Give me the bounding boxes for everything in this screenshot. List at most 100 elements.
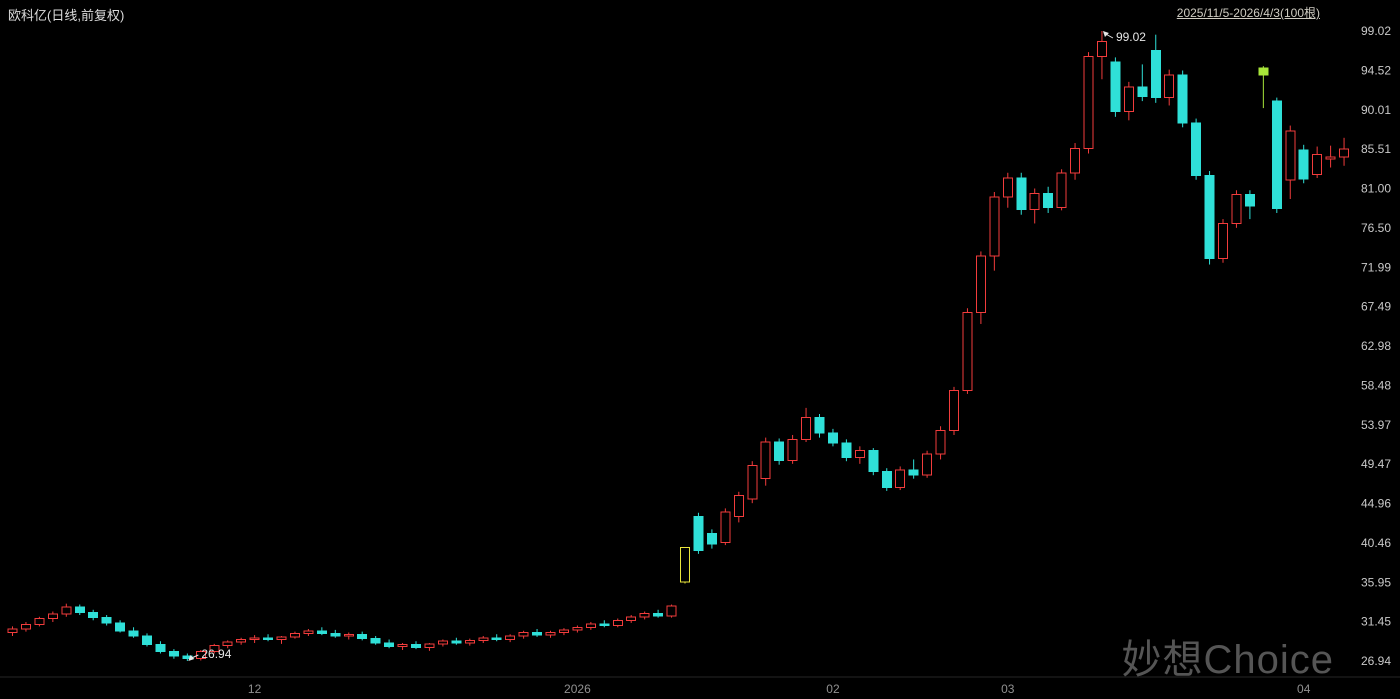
- candle[interactable]: [88, 609, 99, 621]
- candle[interactable]: [572, 625, 583, 633]
- candle[interactable]: [760, 437, 771, 486]
- candle[interactable]: [1016, 172, 1027, 215]
- candle[interactable]: [7, 626, 18, 637]
- candle[interactable]: [195, 649, 206, 661]
- candle[interactable]: [814, 413, 825, 438]
- candle[interactable]: [935, 426, 946, 460]
- candle[interactable]: [1043, 186, 1054, 213]
- candle[interactable]: [34, 616, 45, 627]
- candle[interactable]: [989, 191, 1000, 271]
- candle[interactable]: [895, 466, 906, 491]
- candle[interactable]: [263, 634, 274, 642]
- candle[interactable]: [115, 620, 126, 633]
- candle[interactable]: [1096, 31, 1107, 80]
- candle[interactable]: [693, 512, 704, 554]
- candle[interactable]: [639, 611, 650, 620]
- candle[interactable]: [558, 628, 569, 636]
- candle[interactable]: [464, 638, 475, 646]
- candle[interactable]: [505, 634, 516, 643]
- candle[interactable]: [854, 446, 865, 464]
- candle[interactable]: [545, 630, 556, 638]
- candle[interactable]: [1177, 70, 1188, 128]
- candle[interactable]: [397, 642, 408, 650]
- candle[interactable]: [168, 649, 179, 659]
- candle[interactable]: [222, 640, 233, 649]
- candle[interactable]: [1218, 219, 1228, 263]
- candle[interactable]: [1191, 118, 1202, 180]
- candle[interactable]: [599, 620, 610, 628]
- candle[interactable]: [1123, 81, 1134, 121]
- candle[interactable]: [1339, 137, 1350, 166]
- candle[interactable]: [1285, 125, 1296, 199]
- candle[interactable]: [1110, 57, 1121, 117]
- candle[interactable]: [1312, 146, 1323, 179]
- candle[interactable]: [827, 428, 838, 447]
- candle[interactable]: [881, 468, 892, 491]
- candle[interactable]: [61, 603, 72, 617]
- candle[interactable]: [357, 631, 368, 641]
- candle[interactable]: [491, 634, 502, 642]
- candle[interactable]: [1083, 52, 1094, 154]
- candle[interactable]: [975, 251, 986, 324]
- candle[interactable]: [303, 629, 314, 637]
- candle[interactable]: [289, 631, 300, 639]
- candle[interactable]: [74, 604, 85, 616]
- candle[interactable]: [20, 622, 31, 632]
- candle[interactable]: [101, 615, 112, 626]
- candle[interactable]: [209, 643, 220, 654]
- candle[interactable]: [451, 637, 462, 645]
- candle[interactable]: [330, 629, 341, 638]
- date-range-link[interactable]: 2025/11/5-2026/4/3(100根): [1176, 6, 1320, 20]
- candle[interactable]: [653, 609, 664, 618]
- candle[interactable]: [585, 622, 596, 630]
- candle[interactable]: [343, 632, 354, 640]
- candle[interactable]: [908, 459, 919, 479]
- candle[interactable]: [747, 461, 758, 504]
- candle[interactable]: [612, 618, 623, 628]
- candle[interactable]: [1070, 143, 1081, 180]
- candle[interactable]: [801, 407, 812, 442]
- candle[interactable]: [1137, 64, 1148, 102]
- candle[interactable]: [1204, 171, 1215, 265]
- candle[interactable]: [1164, 69, 1175, 106]
- candle[interactable]: [532, 629, 543, 637]
- candle[interactable]: [1231, 190, 1242, 228]
- candle[interactable]: [236, 637, 247, 645]
- candle[interactable]: [1056, 169, 1067, 211]
- candle[interactable]: [1258, 66, 1269, 109]
- candle[interactable]: [706, 529, 717, 549]
- candle[interactable]: [411, 641, 421, 650]
- candle[interactable]: [249, 635, 260, 643]
- candle[interactable]: [841, 439, 852, 462]
- candle[interactable]: [949, 386, 959, 435]
- candle[interactable]: [128, 627, 139, 638]
- candle[interactable]: [155, 641, 166, 654]
- candle[interactable]: [1298, 144, 1309, 184]
- candle[interactable]: [142, 633, 152, 647]
- candle[interactable]: [316, 627, 327, 636]
- candle[interactable]: [868, 448, 879, 476]
- candle[interactable]: [680, 547, 690, 584]
- candle[interactable]: [1271, 97, 1282, 213]
- candle[interactable]: [666, 604, 677, 618]
- candle[interactable]: [437, 639, 448, 647]
- candle[interactable]: [518, 630, 529, 639]
- candle[interactable]: [384, 639, 395, 649]
- candle[interactable]: [774, 438, 785, 465]
- candle[interactable]: [47, 611, 58, 623]
- candle[interactable]: [370, 636, 381, 645]
- candle[interactable]: [787, 434, 798, 464]
- candle[interactable]: [1244, 190, 1255, 220]
- candle[interactable]: [962, 308, 973, 394]
- candle[interactable]: [276, 636, 287, 644]
- candle[interactable]: [626, 615, 637, 623]
- candle[interactable]: [922, 450, 933, 478]
- candle[interactable]: [733, 491, 744, 523]
- candle[interactable]: [1150, 34, 1161, 103]
- candle[interactable]: [1029, 188, 1040, 224]
- candle[interactable]: [424, 642, 435, 651]
- candle[interactable]: [1002, 172, 1013, 208]
- candle[interactable]: [478, 636, 489, 643]
- candle[interactable]: [720, 508, 731, 546]
